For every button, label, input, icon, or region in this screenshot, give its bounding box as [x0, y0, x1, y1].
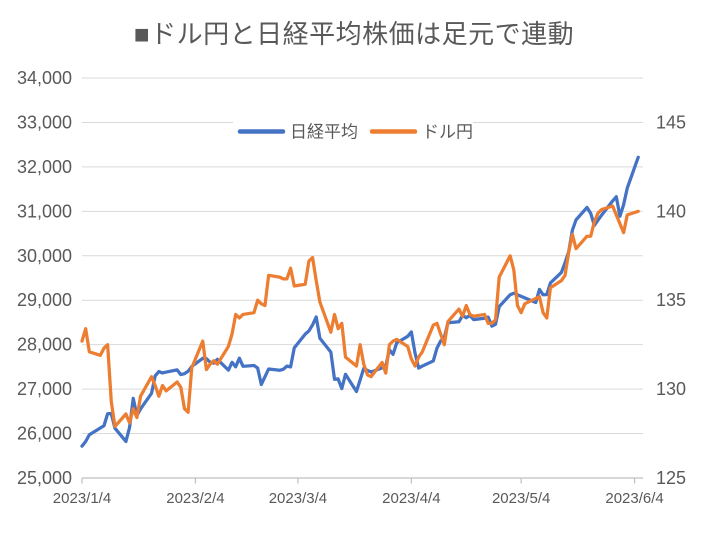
legend-label-nikkei: 日経平均 — [290, 123, 358, 142]
x-axis-labels: 2023/1/4 2023/2/4 2023/3/4 2023/4/4 2023/5/4… — [53, 490, 664, 507]
x-axis-tick-label: 2023/4/4 — [382, 490, 440, 507]
y-axis-right-labels: 125 130 135 140 145 — [656, 112, 686, 488]
y-axis-right-tick-label: 130 — [656, 379, 686, 399]
x-axis-tick-label: 2023/2/4 — [166, 490, 224, 507]
y-axis-left-tick-label: 30,000 — [17, 246, 72, 266]
legend-label-dollar-yen: ドル円 — [422, 123, 473, 142]
legend: 日経平均 ドル円 — [233, 119, 473, 144]
series-line-dollar-yen — [80, 204, 640, 429]
y-axis-left-tick-label: 34,000 — [17, 68, 72, 88]
y-axis-right-tick-label: 135 — [656, 290, 686, 310]
y-axis-left-tick-label: 25,000 — [17, 468, 72, 488]
x-axis-tick-label: 2023/3/4 — [269, 490, 327, 507]
y-axis-left-tick-label: 27,000 — [17, 379, 72, 399]
y-axis-right-tick-label: 140 — [656, 201, 686, 221]
x-axis-tick-label: 2023/6/4 — [605, 490, 663, 507]
y-axis-left-tick-label: 28,000 — [17, 335, 72, 355]
y-axis-left-tick-label: 31,000 — [17, 201, 72, 221]
y-axis-left-tick-label: 32,000 — [17, 157, 72, 177]
chart-title: ■ドル円と日経平均株価は足元で連動 — [134, 19, 574, 49]
y-axis-left-tick-label: 26,000 — [17, 424, 72, 444]
gridlines — [82, 77, 643, 435]
series-lines — [80, 155, 640, 448]
x-axis-tick-label: 2023/5/4 — [492, 490, 550, 507]
y-axis-right-tick-label: 125 — [656, 468, 686, 488]
y-axis-left-tick-label: 33,000 — [17, 112, 72, 132]
y-axis-right-tick-label: 145 — [656, 112, 686, 132]
series-line-nikkei — [80, 155, 640, 448]
y-axis-left-tick-label: 29,000 — [17, 290, 72, 310]
x-axis-tick-label: 2023/1/4 — [53, 490, 111, 507]
x-axis-line-and-ticks — [81, 477, 643, 484]
y-axis-left-labels: 25,000 26,000 27,000 28,000 29,000 30,000 31,0… — [17, 68, 72, 488]
